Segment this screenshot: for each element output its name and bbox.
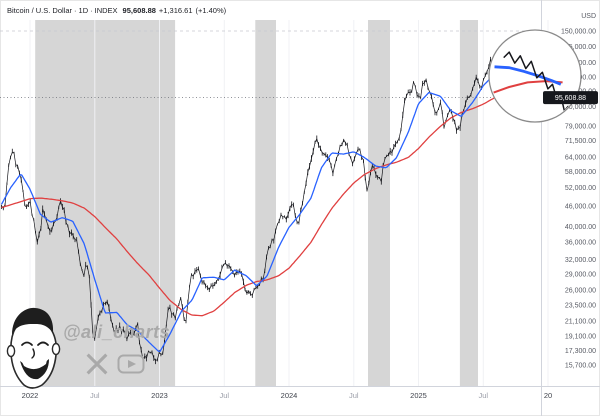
x-axis-label: 2022	[22, 391, 39, 400]
separator-dot: ·	[90, 6, 93, 15]
x-axis-label: Jul	[479, 391, 489, 400]
y-axis-label: 46,000.00	[565, 203, 596, 210]
x-axis-label: 2025	[410, 391, 427, 400]
symbol-info-bar[interactable]: Bitcoin / U.S. Dollar · 1D · INDEX 95,608.88 +…	[7, 6, 226, 15]
ma-slow-line	[1, 77, 541, 317]
y-axis-label: 36,000.00	[565, 240, 596, 247]
y-axis-label: 29,000.00	[565, 272, 596, 279]
price-change-value: +1,316.61	[158, 6, 193, 15]
x-axis-label: 20	[544, 391, 552, 400]
y-axis-label: 52,000.00	[565, 185, 596, 192]
magnifier-price	[503, 51, 572, 114]
y-axis-label: 150,000.00	[561, 28, 596, 35]
y-axis-label: 71,500.00	[565, 138, 596, 145]
y-axis-label: 58,000.00	[565, 169, 596, 176]
highlight-bands	[35, 20, 478, 386]
x-axis-label: Jul	[90, 391, 100, 400]
magnifier-endpoint-dot	[568, 110, 573, 115]
moving-averages	[0, 69, 541, 353]
exchange-label: INDEX	[94, 6, 118, 15]
y-axis-label: 79,000.00	[565, 123, 596, 130]
x-axis-label: Jul	[220, 391, 230, 400]
y-axis-label: 21,100.00	[565, 319, 596, 326]
y-axis-label: 19,100.00	[565, 333, 596, 340]
interval-label: 1D	[78, 6, 89, 15]
y-axis-label: 40,000.00	[565, 224, 596, 231]
separator-dot: ·	[74, 6, 77, 15]
ma-fast-line	[0, 69, 541, 353]
price-scale[interactable]: 150,000.00135,000.00121,000.00110,000.00…	[561, 28, 596, 369]
time-scale[interactable]: 2022 Jul 2023 Jul 2024 Jul 2025 Jul 20	[22, 391, 553, 400]
symbol-name: Bitcoin / U.S. Dollar	[7, 6, 73, 15]
y-axis-label: 26,000.00	[565, 288, 596, 295]
y-axis-label: 23,500.00	[565, 303, 596, 310]
y-axis-label: 90,000.00	[565, 104, 596, 111]
x-axis-label: 2023	[151, 391, 168, 400]
magnifier-ma-fast	[494, 65, 562, 86]
x-axis-label: Jul	[349, 391, 359, 400]
x-axis-label: 2024	[281, 391, 298, 400]
price-change-percent: (+1.40%)	[195, 6, 227, 15]
grid-lines	[29, 20, 549, 386]
magnifier-annotation	[488, 29, 582, 123]
y-axis-label: 17,300.00	[565, 348, 596, 355]
y-axis-label: 64,000.00	[565, 154, 596, 161]
last-price-badge-text: 95,608.88	[555, 95, 586, 102]
last-price-badge	[543, 91, 598, 105]
candlestick-series	[1, 55, 540, 365]
currency-label: USD	[581, 13, 596, 20]
y-axis-label: 15,700.00	[565, 362, 596, 369]
last-price-value: 95,608.88	[122, 6, 156, 15]
y-axis-label: 32,000.00	[565, 257, 596, 264]
y-axis-label: 135,000.00	[561, 44, 596, 51]
